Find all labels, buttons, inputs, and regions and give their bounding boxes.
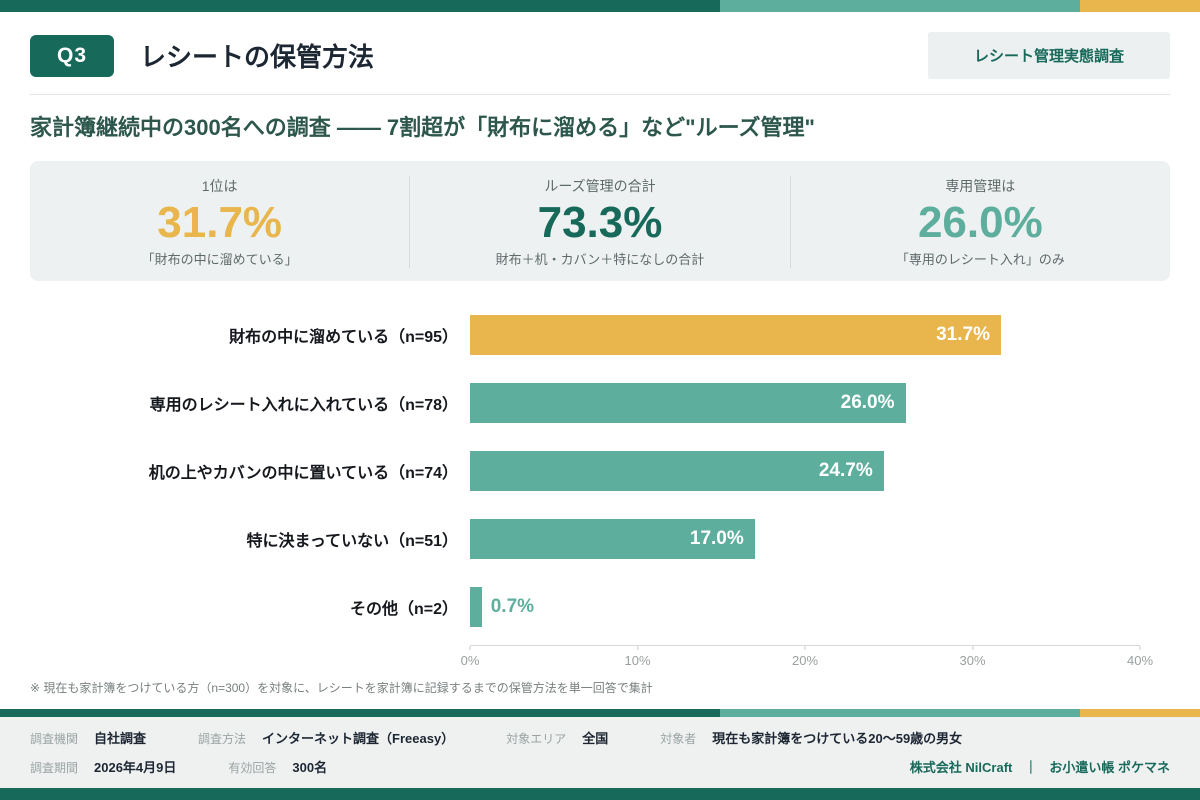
brand-product: お小遣い帳 ポケマネ — [1049, 760, 1170, 775]
bar-value-label: 31.7% — [936, 324, 990, 346]
accent-segment-teal — [720, 0, 1080, 12]
axis-tick-label: 20% — [791, 653, 819, 669]
stats-summary: 1位は 31.7% 「財布の中に溜めている」 ルーズ管理の合計 73.3% 財布… — [30, 161, 1170, 282]
chart-row: 机の上やカバンの中に置いている（n=74） 24.7% — [0, 437, 1140, 505]
page-title: レシートの保管方法 — [140, 42, 375, 72]
stat-caption: 「財布の中に溜めている」 — [141, 252, 298, 268]
mid-accent-bar — [0, 709, 1200, 717]
bar-value-label: 26.0% — [840, 392, 895, 414]
chart-category-label: 財布の中に溜めている（n=95） — [229, 329, 458, 347]
bar-chart: 財布の中に溜めている（n=95） 31.7% 専用のレシート入れに入れている（n=7… — [0, 301, 1153, 671]
info-label: 対象エリア — [506, 732, 567, 746]
chart-row: その他（n=2） 0.7% — [0, 573, 1140, 641]
question-number-badge: Q3 — [30, 34, 115, 77]
info-label: 有効回答 — [228, 761, 277, 775]
accent-segment-gold — [1080, 0, 1200, 12]
subtitle: 家計簿継続中の300名への調査 ―― 7割超が「財布に溜める」など"ルーズ管理" — [30, 115, 815, 140]
header: Q3 レシートの保管方法 レシート管理実態調査 — [30, 32, 1170, 95]
info-label: 調査機関 — [30, 732, 79, 746]
survey-info-footer: 調査機関 自社調査 調査方法 インターネット調査（Freeasy） 対象エリア … — [0, 717, 1200, 788]
survey-info-row: 調査機関 自社調査 調査方法 インターネット調査（Freeasy） 対象エリア … — [30, 728, 1170, 747]
top-accent-bar — [0, 0, 1200, 12]
chart-bar: 26.0% — [470, 383, 906, 424]
stat-value: 26.0% — [917, 198, 1043, 247]
axis-tick-label: 30% — [959, 653, 986, 669]
stat-value: 31.7% — [157, 198, 283, 247]
chart-track: 0.7% — [470, 587, 1140, 628]
chart-bar: 24.7% — [470, 451, 884, 492]
chart-row: 特に決まっていない（n=51） 17.0% — [0, 505, 1140, 573]
chart-track: 31.7% — [470, 315, 1140, 356]
axis-tickmark — [469, 646, 471, 651]
survey-name-tag: レシート管理実態調査 — [927, 32, 1170, 79]
stat-label: ルーズ管理の合計 — [544, 178, 656, 194]
axis-tick-label: 0% — [460, 653, 480, 669]
survey-info-row: 調査期間 2026年4月9日 有効回答 300名 株式会社 NilCraft ｜… — [30, 757, 1170, 776]
axis-tickmark — [972, 646, 973, 651]
brand-separator: ｜ — [1024, 760, 1038, 775]
bar-value-label: 24.7% — [818, 460, 873, 482]
axis-tick-label: 40% — [1126, 653, 1154, 669]
brand-footer: 株式会社 NilCraft ｜ お小遣い帳 ポケマネ — [910, 757, 1170, 776]
stat-card-dedicated: 専用管理は 26.0% 「専用のレシート入れ」のみ — [789, 176, 1170, 269]
info-value: 300名 — [292, 760, 328, 775]
axis-tick-label: 10% — [624, 653, 651, 669]
chart-row: 専用のレシート入れに入れている（n=78） 26.0% — [0, 369, 1140, 437]
bar-value-label: 17.0% — [689, 528, 744, 550]
chart-category-label: 特に決まっていない（n=51） — [246, 533, 458, 551]
stat-caption: 財布＋机・カバン＋特になしの合計 — [495, 252, 705, 268]
footer-section: 調査機関 自社調査 調査方法 インターネット調査（Freeasy） 対象エリア … — [0, 709, 1200, 800]
chart-bar — [470, 587, 482, 628]
chart-row: 財布の中に溜めている（n=95） 31.7% — [0, 301, 1140, 369]
stat-label: 専用管理は — [945, 178, 1016, 194]
axis-tickmark — [804, 646, 806, 651]
chart-bar: 31.7% — [470, 315, 1001, 356]
stat-card-rank1: 1位は 31.7% 「財布の中に溜めている」 — [30, 176, 409, 268]
axis-tickmark — [637, 646, 638, 651]
chart-track: 26.0% — [470, 383, 1140, 424]
chart-category-label: 机の上やカバンの中に置いている（n=74） — [148, 465, 458, 483]
accent-segment-gold — [1080, 709, 1200, 717]
brand-company: 株式会社 NilCraft — [909, 760, 1013, 775]
stat-caption: 「専用のレシート入れ」のみ — [895, 252, 1065, 268]
info-label: 調査方法 — [198, 732, 247, 746]
info-value: 全国 — [582, 731, 609, 746]
bottom-accent-bar — [0, 788, 1200, 800]
chart-category-label: その他（n=2） — [349, 601, 458, 619]
info-value: 2026年4月9日 — [94, 760, 177, 775]
accent-segment-dark — [0, 0, 720, 12]
stat-label: 1位は — [201, 178, 238, 194]
chart-track: 17.0% — [470, 519, 1140, 560]
info-value: 自社調査 — [94, 731, 147, 746]
stat-card-loose-total: ルーズ管理の合計 73.3% 財布＋机・カバン＋特になしの合計 — [409, 176, 789, 269]
chart-category-label: 専用のレシート入れに入れている（n=78） — [149, 397, 458, 415]
chart-track: 24.7% — [470, 451, 1140, 492]
axis-tickmark — [1139, 646, 1141, 651]
bar-value-label: 0.7% — [490, 596, 535, 618]
info-value: 現在も家計簿をつけている20〜59歳の男女 — [712, 731, 963, 746]
footnote: ※ 現在も家計簿をつけている方（n=300）を対象に、レシートを家計簿に記録する… — [30, 681, 653, 696]
accent-segment-dark — [0, 709, 720, 717]
info-value: インターネット調査（Freeasy） — [262, 731, 455, 746]
chart-x-axis: 0% 10% 20% 30% 40% — [0, 645, 1153, 671]
stat-value: 73.3% — [537, 198, 663, 247]
info-label: 調査期間 — [30, 761, 79, 775]
chart-bar: 17.0% — [470, 519, 755, 560]
info-label: 対象者 — [660, 732, 697, 746]
accent-segment-teal — [720, 709, 1080, 717]
